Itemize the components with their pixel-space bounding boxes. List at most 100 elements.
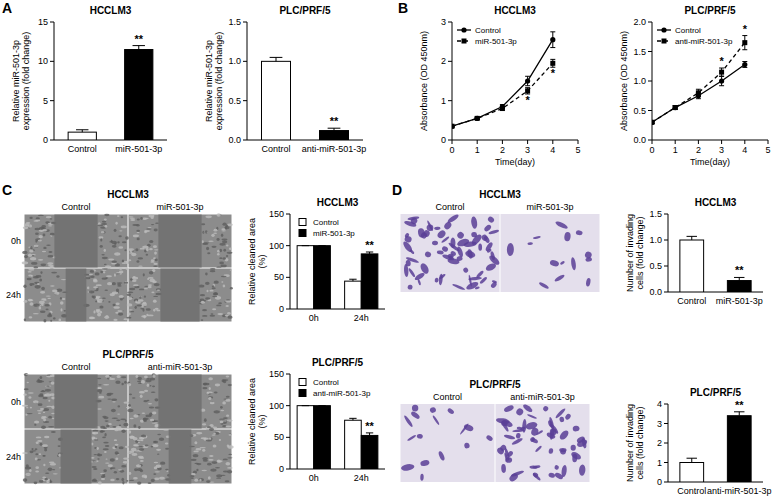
stained-cell (499, 444, 507, 452)
cell-texture (226, 396, 230, 398)
cell-texture (46, 245, 51, 246)
cell-texture (23, 394, 27, 396)
plot-area (68, 46, 153, 140)
cell-texture (114, 252, 120, 255)
cell-texture (139, 391, 145, 394)
cell-texture (133, 276, 136, 278)
x-tick-label: 1 (673, 145, 678, 155)
cell-texture (153, 266, 158, 267)
error-cap (302, 405, 309, 406)
cell-texture (110, 293, 115, 296)
cell-texture (216, 304, 221, 306)
y-tick-label: 0 (279, 464, 284, 474)
cell-texture (219, 243, 225, 246)
column-label: Control (61, 202, 90, 212)
cell-texture (110, 458, 115, 461)
cell-texture (203, 460, 208, 462)
x-tick-label: 2 (500, 145, 505, 155)
cell-texture (38, 215, 44, 216)
y-tick (243, 22, 247, 23)
cell-texture (105, 290, 108, 291)
cell-texture (37, 378, 39, 381)
cell-texture (102, 221, 106, 223)
cell-texture (227, 470, 232, 473)
cell-texture (33, 266, 38, 268)
cell-texture (27, 278, 32, 281)
wound-image (25, 430, 128, 484)
y-axis-label: Absorbance (OD 450nm) (419, 31, 429, 131)
cell-texture (100, 473, 105, 474)
cell-texture (101, 478, 105, 480)
cell-texture (228, 384, 232, 386)
error-cap (302, 245, 309, 246)
cell-texture (41, 298, 46, 300)
y-tick-label: 4 (657, 399, 662, 409)
cell-texture (223, 249, 226, 252)
cell-texture (111, 399, 117, 401)
cell-texture (100, 231, 104, 233)
cell-texture (112, 426, 116, 428)
stained-cell (483, 235, 491, 244)
cell-texture (153, 473, 156, 475)
cell-texture (93, 310, 95, 313)
cell-texture (130, 311, 134, 313)
cell-texture (117, 375, 121, 378)
x-tick-label: 3 (525, 145, 530, 155)
cell-texture (220, 423, 223, 425)
cell-texture (129, 288, 135, 290)
cell-texture (210, 270, 216, 272)
cell-texture (100, 231, 106, 234)
cell-texture (111, 409, 116, 413)
cell-texture (131, 253, 136, 257)
cell-texture (154, 424, 158, 428)
cell-texture (201, 319, 203, 321)
y-tick-label: 0 (657, 477, 662, 487)
cell-texture (222, 240, 227, 243)
error-bar (328, 128, 341, 130)
cell-texture (198, 478, 204, 481)
row-label: 24h (6, 290, 21, 300)
cell-texture (194, 441, 197, 444)
legend-label: anti-miR-501-3p (675, 37, 733, 46)
significance: * (551, 67, 556, 79)
cell-texture (92, 296, 96, 299)
category-label: Control (261, 144, 290, 154)
cell-texture (218, 302, 222, 304)
cell-texture (144, 476, 146, 479)
cell-texture (144, 288, 148, 289)
y-tick (286, 309, 290, 310)
cell-texture (217, 460, 222, 462)
cell-texture (131, 448, 137, 451)
bar (125, 50, 153, 140)
marker (452, 124, 455, 129)
cell-texture (217, 253, 220, 255)
y-tick (448, 61, 452, 62)
marker (652, 120, 655, 125)
stained-cell (432, 415, 440, 426)
stained-cell (503, 404, 514, 413)
marker (550, 61, 555, 66)
cell-texture (26, 407, 28, 408)
bar (320, 131, 349, 140)
cell-texture (97, 224, 103, 226)
cell-texture (154, 398, 158, 401)
cell-texture (151, 291, 154, 293)
y-tick-label: 50 (274, 432, 284, 442)
cell-texture (28, 254, 32, 257)
cell-texture (42, 455, 46, 457)
cell-texture (99, 236, 104, 238)
cell-texture (91, 466, 96, 468)
stained-cell (515, 407, 525, 417)
cell-texture (93, 468, 97, 470)
cell-texture (102, 298, 106, 300)
error-bar (349, 279, 356, 281)
significance: * (719, 55, 724, 67)
cell-texture (115, 457, 118, 460)
stained-cell (532, 472, 539, 479)
stained-cell (548, 472, 556, 478)
y-tick (243, 100, 247, 101)
cell-texture (227, 445, 233, 449)
cell-texture (142, 413, 146, 414)
stained-cell (547, 420, 553, 428)
cell-texture (116, 302, 120, 305)
